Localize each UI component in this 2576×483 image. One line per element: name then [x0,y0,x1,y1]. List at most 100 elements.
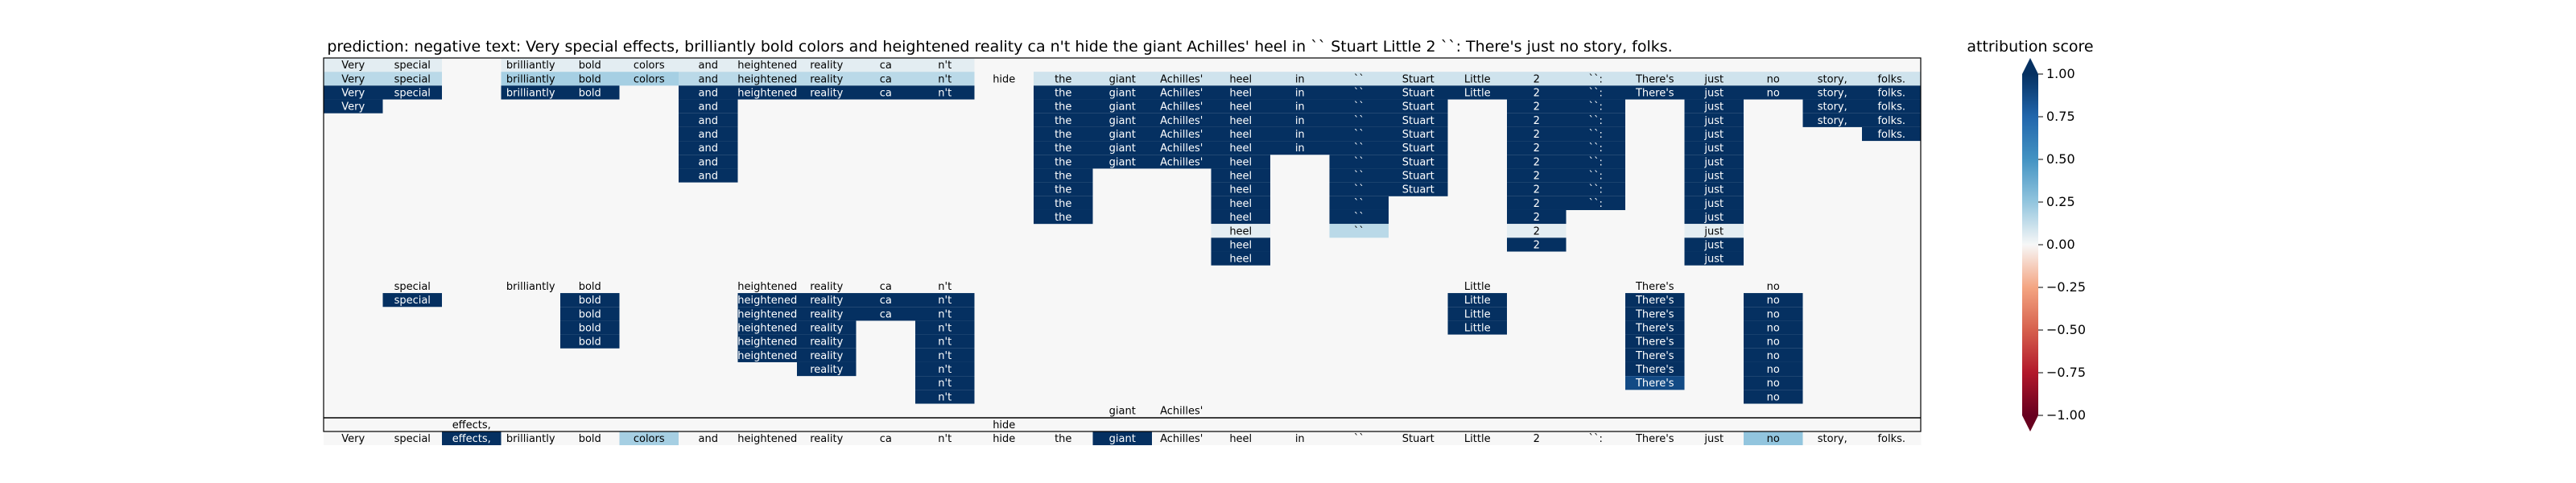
final-row-col-16-label: in [1295,433,1305,445]
heatmap-row-6-col-6-label: and [699,142,718,155]
heatmap-row-2-col-18-label: Stuart [1402,87,1435,99]
heatmap-row-17-col-19-label: Little [1464,295,1491,307]
heatmap-row-21-col-7-label: heightened [737,350,797,362]
final-row-col-15-label: heel [1229,433,1252,445]
heatmap-row-2-col-24-cell [1744,85,1803,100]
heatmap-row-7-col-21-label: ``: [1589,156,1603,168]
heatmap-row-14-col-15-label: heel [1229,254,1252,266]
heatmap-row-4-col-20-label: 2 [1534,115,1540,127]
heatmap-row-3-col-0-label: Very [341,101,365,114]
final-row-col-4-cell [560,431,620,446]
heatmap-row-17-col-10-label: n't [938,295,952,307]
heatmap-row-16-col-10-cell [915,279,975,294]
colorbar [2022,74,2038,415]
heatmap-row-5-col-18-label: Stuart [1402,129,1435,141]
heatmap-row-25-col-14-label: Achilles' [1160,406,1203,418]
heatmap-row-0-col-9-cell [856,58,915,72]
heatmap-row-1-col-7-label: heightened [737,73,797,85]
heatmap-row-5-col-12-cell [1034,126,1093,142]
heatmap-row-11-col-20-label: 2 [1534,212,1540,224]
heatmap-row-4-col-13-cell [1092,113,1152,127]
heatmap-row-1-col-6-cell [679,72,738,86]
heatmap-row-2-col-7-cell [737,85,797,100]
heatmap-row-13-col-23-label: just [1703,239,1724,251]
heatmap-row-25-col-14-cell [1152,403,1212,418]
heatmap-row-17-col-19-cell [1447,293,1507,308]
heatmap-row-0-col-0-label: Very [341,60,365,72]
colorbar-label: attribution score [1967,38,2093,56]
heatmap-row-8-col-21-cell [1566,168,1625,183]
heatmap-row-1-col-25-label: story, [1818,73,1847,85]
heatmap-row-7-col-6-label: and [699,156,718,168]
heatmap-row-19-col-24-cell [1744,320,1803,335]
final-row-col-7-cell [737,431,797,446]
heatmap-row-12-col-20-cell [1507,224,1567,238]
heatmap-row-2-col-0-label: Very [341,87,365,99]
heatmap-row-2-col-13-cell [1092,85,1152,100]
heatmap-row-1-col-18-label: Stuart [1402,73,1435,85]
heatmap-row-5-col-15-label: heel [1229,129,1252,141]
heatmap-row-2-col-23-cell [1684,85,1744,100]
heatmap-row-25-col-13-label: giant [1109,406,1136,418]
heatmap-row-1-col-24-cell [1744,72,1803,86]
heatmap-row-4-col-25-label: story, [1818,115,1847,127]
heatmap-row-2-col-22-cell [1625,85,1685,100]
heatmap-row-22-col-8-cell [797,361,857,377]
heatmap-row-2-col-17-label: `` [1354,87,1364,99]
heatmap-row-16-col-7-cell [737,279,797,294]
heatmap-row-1-col-6-label: and [699,73,718,85]
heatmap-row-1-col-5-label: colors [634,73,665,85]
heatmap-row-1-col-13-label: giant [1109,73,1136,85]
heatmap-row-7-col-12-label: the [1055,156,1071,168]
heatmap-row-6-col-21-label: ``: [1589,142,1603,155]
heatmap-row-12-col-20-label: 2 [1534,225,1540,237]
heatmap-row-12-col-15-label: heel [1229,225,1252,237]
heatmap-row-21-col-8-cell [797,348,857,362]
heatmap-row-20-col-7-label: heightened [737,336,797,349]
heatmap-row-3-col-14-label: Achilles' [1160,101,1203,114]
final-row-col-26-cell [1862,431,1922,446]
heatmap-row-1-col-22-label: There's [1635,73,1674,85]
heatmap-row-1-col-26-cell [1862,72,1922,86]
heatmap-row-2-col-23-label: just [1703,87,1724,99]
final-row-col-13-label: giant [1109,433,1136,445]
colorbar-tick-label-6: −0.50 [2046,322,2086,337]
heatmap-row-19-col-8-cell [797,320,857,335]
heatmap-row-2-col-3-cell [501,85,560,100]
colorbar-top-extension [2022,58,2038,74]
heatmap-row-8-col-17-cell [1329,168,1389,183]
heatmap-row-17-col-10-cell [915,293,975,308]
heatmap-row-20-col-7-cell [737,334,797,349]
heatmap-row-11-col-23-cell [1684,209,1744,225]
heatmap-row-2-col-26-cell [1862,85,1922,100]
heatmap-row-16-col-19-cell [1447,279,1507,294]
heatmap-row-17-col-8-label: reality [810,295,843,307]
final-row-col-21-cell [1566,431,1625,446]
heatmap-row-1-col-16-cell [1270,72,1330,86]
heatmap-row-19-col-19-label: Little [1464,323,1491,335]
heatmap-row-1-col-4-cell [560,72,620,86]
heatmap-row-1-col-20-cell [1507,72,1567,86]
heatmap-row-8-col-18-cell [1389,168,1448,183]
heatmap-row-8-col-17-label: `` [1354,171,1364,183]
heatmap-row-2-col-24-label: no [1767,87,1780,99]
heatmap-row-18-col-19-cell [1447,307,1507,321]
heatmap-row-2-col-16-label: in [1295,87,1305,99]
final-row-col-12-label: the [1055,433,1071,445]
heatmap-row-12-col-23-label: just [1703,225,1724,237]
heatmap-row-1-col-19-cell [1447,72,1507,86]
heatmap-row-6-col-20-cell [1507,141,1567,155]
heatmap-row-19-col-4-cell [560,320,620,335]
heatmap-row-9-col-20-cell [1507,182,1567,196]
final-row-col-6-cell [679,431,738,446]
heatmap-row-8-col-15-cell [1211,168,1270,183]
heatmap-row-20-col-22-cell [1625,334,1685,349]
heatmap-row-10-col-21-label: ``: [1589,198,1603,210]
heatmap-row-2-col-0-cell [324,85,383,100]
heatmap-row-6-col-13-cell [1092,141,1152,155]
heatmap-row-6-col-15-label: heel [1229,142,1252,155]
colorbar-tick-label-1: 0.75 [2046,109,2075,124]
heatmap-row-2-col-12-cell [1034,85,1093,100]
heatmap-row-1-col-9-label: ca [880,73,892,85]
heatmap-row-4-col-17-label: `` [1354,115,1364,127]
